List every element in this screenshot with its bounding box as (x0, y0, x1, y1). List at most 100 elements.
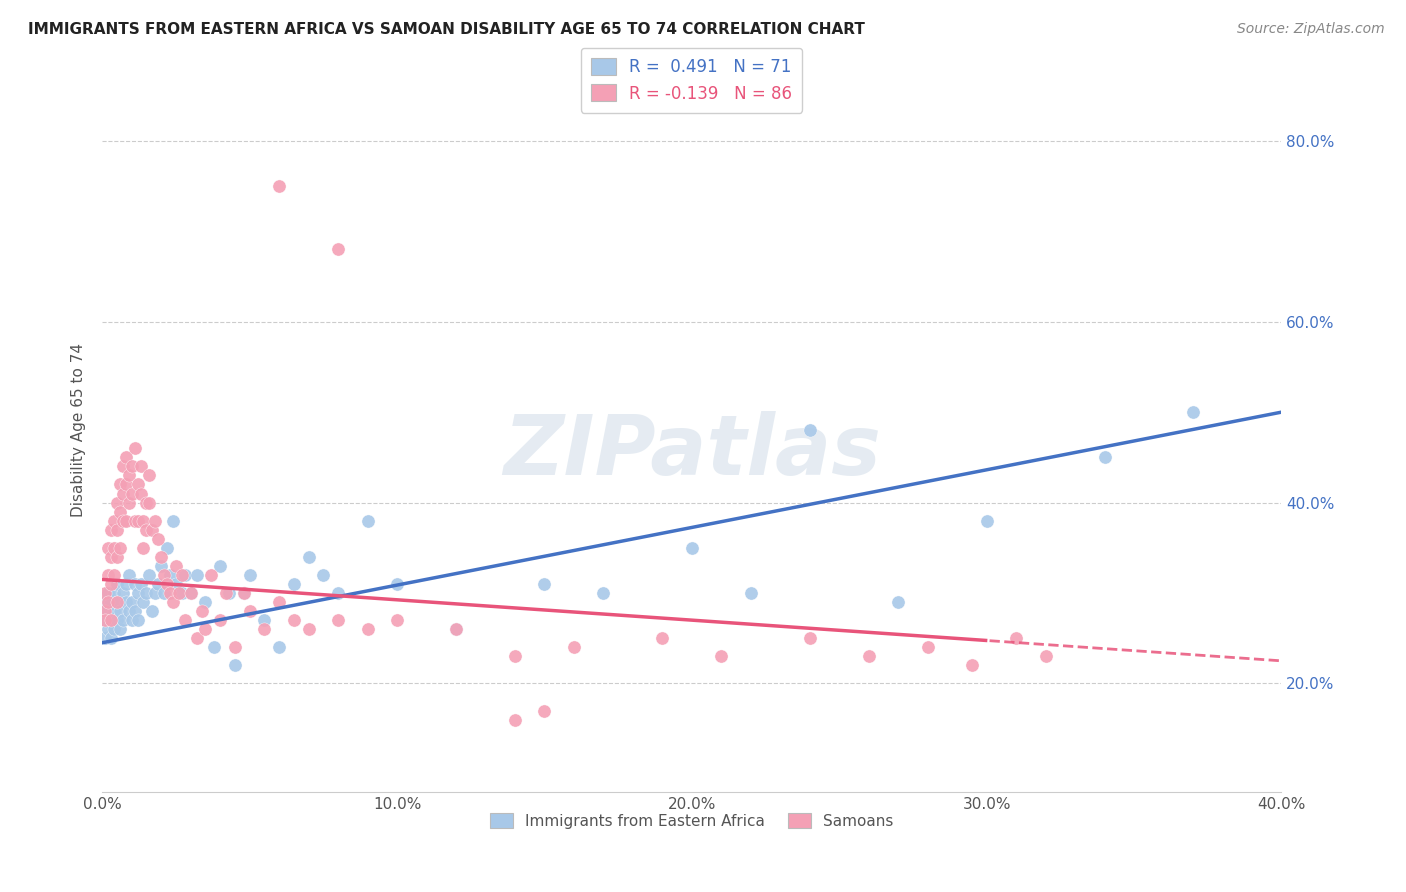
Point (385, 613, 408, 627)
Point (100, 549, 122, 564)
Point (103, 568, 125, 582)
Point (170, 586, 193, 600)
Point (224, 658, 246, 673)
Point (121, 459, 143, 474)
Point (180, 586, 202, 600)
Point (124, 577, 146, 591)
Point (194, 595, 217, 609)
Point (232, 586, 254, 600)
Point (111, 514, 134, 528)
Point (239, 604, 262, 618)
Point (118, 468, 141, 483)
Point (114, 577, 136, 591)
Point (799, 632, 821, 646)
Point (312, 568, 335, 582)
Point (165, 577, 187, 591)
Text: ZIPatlas: ZIPatlas (503, 411, 880, 492)
Point (976, 514, 998, 528)
Point (132, 595, 155, 609)
Point (1094, 450, 1116, 465)
Point (94, 613, 117, 627)
Point (224, 640, 246, 655)
Point (267, 595, 290, 609)
Point (94, 613, 117, 627)
Point (127, 586, 149, 600)
Point (253, 622, 276, 636)
Point (129, 577, 152, 591)
Point (143, 514, 166, 528)
Point (124, 514, 146, 528)
Point (326, 586, 349, 600)
Point (100, 632, 122, 646)
Point (232, 586, 254, 600)
Point (114, 450, 136, 465)
Point (100, 613, 122, 627)
Point (105, 549, 128, 564)
Point (253, 613, 276, 627)
Point (283, 577, 305, 591)
Point (108, 477, 131, 491)
Point (173, 568, 195, 582)
Point (97, 586, 120, 600)
Point (143, 586, 166, 600)
Point (159, 586, 181, 600)
Point (103, 541, 125, 555)
Point (156, 577, 179, 591)
Point (681, 541, 703, 555)
Point (159, 568, 181, 582)
Legend: Immigrants from Eastern Africa, Samoans: Immigrants from Eastern Africa, Samoans (484, 807, 900, 835)
Point (124, 604, 146, 618)
Point (141, 604, 163, 618)
Point (503, 713, 526, 727)
Point (111, 459, 134, 474)
Point (111, 586, 134, 600)
Point (186, 568, 208, 582)
Point (111, 613, 134, 627)
Point (215, 586, 238, 600)
Point (326, 243, 349, 257)
Point (799, 423, 821, 437)
Point (100, 595, 122, 609)
Point (129, 459, 152, 474)
Point (105, 613, 128, 627)
Point (385, 577, 408, 591)
Point (533, 577, 555, 591)
Point (960, 658, 983, 673)
Point (97, 604, 120, 618)
Point (105, 595, 128, 609)
Point (356, 514, 378, 528)
Point (114, 595, 136, 609)
Point (118, 568, 141, 582)
Point (135, 495, 157, 509)
Point (533, 704, 555, 718)
Point (108, 505, 131, 519)
Point (132, 541, 155, 555)
Point (127, 477, 149, 491)
Point (917, 640, 939, 655)
Point (105, 595, 128, 609)
Point (165, 558, 187, 573)
Point (218, 586, 240, 600)
Point (150, 549, 173, 564)
Point (180, 586, 202, 600)
Point (148, 577, 170, 591)
Point (118, 604, 141, 618)
Text: Source: ZipAtlas.com: Source: ZipAtlas.com (1237, 22, 1385, 37)
Point (858, 649, 880, 664)
Point (148, 532, 170, 546)
Point (135, 523, 157, 537)
Text: IMMIGRANTS FROM EASTERN AFRICA VS SAMOAN DISABILITY AGE 65 TO 74 CORRELATION CHA: IMMIGRANTS FROM EASTERN AFRICA VS SAMOAN… (28, 22, 865, 37)
Point (97, 541, 120, 555)
Point (209, 613, 232, 627)
Point (100, 577, 122, 591)
Point (562, 640, 585, 655)
Point (127, 514, 149, 528)
Point (124, 442, 146, 456)
Point (239, 568, 262, 582)
Point (887, 595, 910, 609)
Point (114, 477, 136, 491)
Point (135, 586, 157, 600)
Point (326, 613, 349, 627)
Point (267, 179, 290, 194)
Point (1035, 649, 1057, 664)
